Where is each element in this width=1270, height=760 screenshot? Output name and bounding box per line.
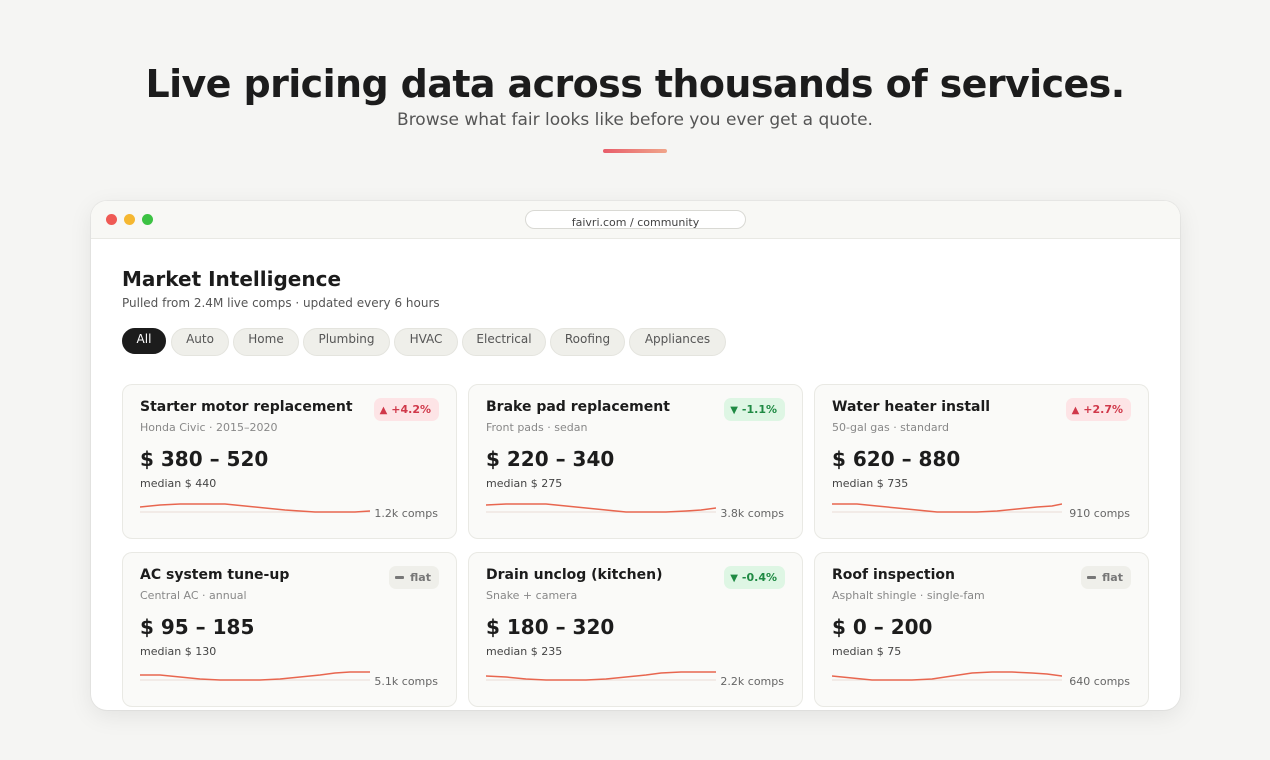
filter-chip-home[interactable]: Home [233, 328, 299, 356]
trend-down-icon: ▼ [730, 405, 738, 416]
price-card-drain-unclog[interactable]: Drain unclog (kitchen) Snake + camera ▼ -… [468, 552, 803, 707]
filter-chip-all[interactable]: All [122, 328, 166, 354]
comps-count: 3.8k comps [720, 507, 784, 520]
card-title: Brake pad replacement [486, 399, 670, 415]
filter-chip-plumbing[interactable]: Plumbing [303, 328, 390, 356]
price-range: $ 220 – 340 [486, 447, 615, 471]
trend-badge: flat [1081, 566, 1131, 589]
comps-count: 1.2k comps [374, 507, 438, 520]
comps-count: 5.1k comps [374, 675, 438, 688]
card-subtitle: 50-gal gas · standard [832, 421, 949, 434]
trend-flat-icon [395, 575, 405, 579]
price-range: $ 380 – 520 [140, 447, 269, 471]
filter-chip-auto[interactable]: Auto [171, 328, 229, 356]
trend-badge: ▼ -0.4% [724, 566, 785, 589]
price-range: $ 0 – 200 [832, 615, 933, 639]
trend-badge: ▲ +4.2% [373, 398, 439, 421]
card-title: Starter motor replacement [140, 399, 353, 415]
price-sparkline [140, 671, 370, 681]
price-sparkline [832, 671, 1062, 681]
page-subtitle: Pulled from 2.4M live comps · updated ev… [122, 296, 440, 310]
trend-change: +4.2% [391, 403, 431, 416]
card-subtitle: Front pads · sedan [486, 421, 588, 434]
median-price: median $ 275 [486, 477, 563, 490]
hero-subtitle: Browse what fair looks like before you e… [397, 110, 873, 130]
comps-count: 640 comps [1069, 675, 1130, 688]
card-title: Water heater install [832, 399, 991, 415]
trend-up-icon: ▲ [379, 405, 388, 416]
card-subtitle: Honda Civic · 2015–2020 [140, 421, 278, 434]
trend-change: -0.4% [741, 571, 777, 584]
trend-down-icon: ▼ [730, 573, 738, 584]
page-title: Market Intelligence [122, 267, 342, 291]
card-subtitle: Snake + camera [486, 589, 578, 602]
price-card-ac-tuneup[interactable]: AC system tune-up Central AC · annual fl… [122, 552, 457, 707]
trend-change: flat [410, 571, 431, 584]
card-subtitle: Asphalt shingle · single-fam [832, 589, 985, 602]
median-price: median $ 75 [832, 645, 902, 658]
maximize-window-dot[interactable] [142, 214, 153, 225]
trend-badge: ▲ +2.7% [1065, 398, 1131, 421]
card-title: Roof inspection [832, 567, 955, 583]
price-sparkline [140, 503, 370, 513]
window-titlebar: faivri.com / community [91, 201, 1180, 239]
trend-badge: flat [389, 566, 439, 589]
accent-divider [603, 149, 667, 153]
trend-badge: ▼ -1.1% [724, 398, 785, 421]
browser-window: faivri.com / community Market Intelligen… [91, 201, 1180, 710]
trend-flat-icon [1087, 575, 1097, 579]
price-card-brake-pad[interactable]: Brake pad replacement Front pads · sedan… [468, 384, 803, 539]
median-price: median $ 235 [486, 645, 563, 658]
comps-count: 910 comps [1069, 507, 1130, 520]
price-sparkline [832, 503, 1062, 513]
filter-chip-appliances[interactable]: Appliances [629, 328, 726, 356]
price-range: $ 620 – 880 [832, 447, 961, 471]
filter-chip-electrical[interactable]: Electrical [462, 328, 546, 356]
card-subtitle: Central AC · annual [140, 589, 247, 602]
card-title: AC system tune-up [140, 567, 290, 583]
market-intelligence-panel: Market Intelligence Pulled from 2.4M liv… [91, 239, 1180, 710]
trend-change: -1.1% [741, 403, 777, 416]
price-range: $ 95 – 185 [140, 615, 255, 639]
price-range: $ 180 – 320 [486, 615, 615, 639]
price-card-starter-motor[interactable]: Starter motor replacement Honda Civic · … [122, 384, 457, 539]
filter-chip-roofing[interactable]: Roofing [550, 328, 625, 356]
price-sparkline [486, 671, 716, 681]
comps-count: 2.2k comps [720, 675, 784, 688]
address-bar[interactable]: faivri.com / community [525, 210, 746, 229]
median-price: median $ 130 [140, 645, 217, 658]
trend-change: flat [1102, 571, 1123, 584]
price-card-water-heater[interactable]: Water heater install 50-gal gas · standa… [814, 384, 1149, 539]
trend-change: +2.7% [1083, 403, 1123, 416]
close-window-dot[interactable] [106, 214, 117, 225]
filter-chip-hvac[interactable]: HVAC [394, 328, 458, 356]
card-title: Drain unclog (kitchen) [486, 567, 663, 583]
minimize-window-dot[interactable] [124, 214, 135, 225]
hero-title: Live pricing data across thousands of se… [145, 62, 1125, 106]
median-price: median $ 440 [140, 477, 217, 490]
price-sparkline [486, 503, 716, 513]
trend-up-icon: ▲ [1071, 405, 1080, 416]
median-price: median $ 735 [832, 477, 909, 490]
price-card-roof-inspection[interactable]: Roof inspection Asphalt shingle · single… [814, 552, 1149, 707]
